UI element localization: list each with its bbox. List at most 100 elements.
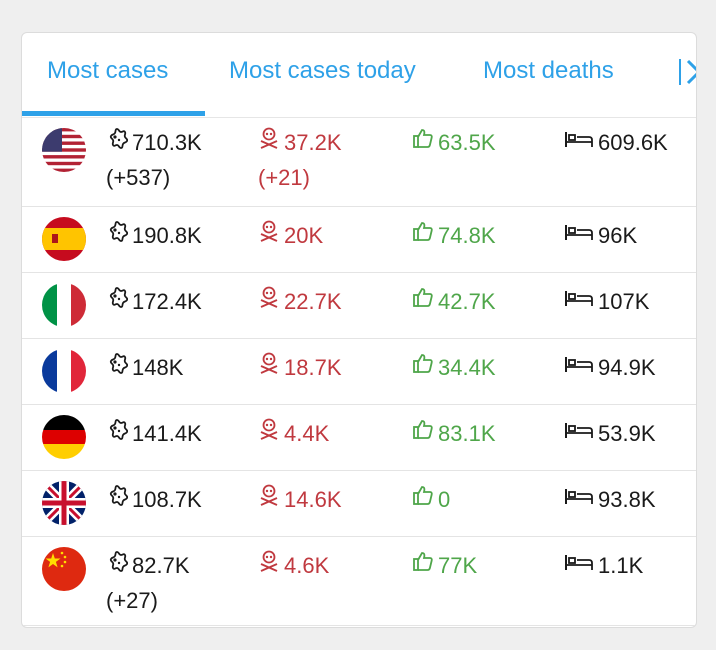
virus-icon xyxy=(106,284,129,318)
tab-most-cases-today[interactable]: Most cases today xyxy=(229,57,416,84)
active-cell: 93.8K xyxy=(564,483,656,518)
bed-icon xyxy=(564,350,594,384)
active-cell: 609.6K xyxy=(564,126,668,161)
recovered-value: 0 xyxy=(438,487,451,512)
thumbs-up-icon xyxy=(412,284,434,318)
deaths-value: 4.6K xyxy=(284,553,330,578)
deaths-value: 18.7K xyxy=(284,355,342,380)
recovered-value: 83.1K xyxy=(438,421,496,446)
recovered-value: 34.4K xyxy=(438,355,496,380)
uk-flag-icon xyxy=(42,481,86,525)
us-flag-icon xyxy=(42,128,86,172)
thumbs-up-icon xyxy=(412,416,434,450)
cases-value: 82.7K xyxy=(132,553,190,578)
active-value: 1.1K xyxy=(598,553,644,578)
bed-icon xyxy=(564,284,594,318)
bed-icon xyxy=(564,548,594,582)
cases-cell: 148K xyxy=(106,351,183,386)
thumbs-up-icon xyxy=(412,482,434,516)
recovered-cell: 42.7K xyxy=(412,285,496,320)
active-value: 96K xyxy=(598,223,638,248)
cases-cell: 190.8K xyxy=(106,219,202,254)
skull-crossbones-icon xyxy=(258,482,280,516)
active-value: 53.9K xyxy=(598,421,656,446)
cases-value: 190.8K xyxy=(132,223,202,248)
deaths-cell: 20K xyxy=(258,219,323,254)
table-row[interactable]: 82.7K (+27) 4.6K 77K 1.1K xyxy=(22,537,696,626)
cases-value: 148K xyxy=(132,355,184,380)
table-row[interactable]: 190.8K 20K 74.8K 96K xyxy=(22,207,696,273)
recovered-cell: 77K xyxy=(412,549,477,584)
table-row[interactable]: 141.4K 4.4K 83.1K 53.9K xyxy=(22,405,696,471)
germany-flag-icon xyxy=(42,415,86,459)
chevron-right-icon[interactable] xyxy=(676,55,696,89)
italy-flag-icon xyxy=(42,283,86,327)
cases-cell: 82.7K (+27) xyxy=(106,549,190,618)
china-flag-icon xyxy=(42,547,86,591)
recovered-value: 42.7K xyxy=(438,289,496,314)
virus-icon xyxy=(106,548,129,582)
active-cell: 94.9K xyxy=(564,351,656,386)
deaths-value: 37.2K xyxy=(284,130,342,155)
active-tab-indicator xyxy=(22,111,205,116)
skull-crossbones-icon xyxy=(258,416,280,450)
skull-crossbones-icon xyxy=(258,350,280,384)
active-value: 609.6K xyxy=(598,130,668,155)
cases-value: 141.4K xyxy=(132,421,202,446)
skull-crossbones-icon xyxy=(258,125,280,159)
recovered-value: 63.5K xyxy=(438,130,496,155)
recovered-cell: 0 xyxy=(412,483,450,518)
table-row[interactable]: 172.4K 22.7K 42.7K 107K xyxy=(22,273,696,339)
recovered-value: 74.8K xyxy=(438,223,496,248)
cases-value: 172.4K xyxy=(132,289,202,314)
stats-card: Most cases Most cases today Most deaths … xyxy=(21,32,697,628)
cases-cell: 710.3K (+537) xyxy=(106,126,202,195)
france-flag-icon xyxy=(42,349,86,393)
recovered-cell: 34.4K xyxy=(412,351,496,386)
virus-icon xyxy=(106,416,129,450)
recovered-cell: 63.5K xyxy=(412,126,496,161)
deaths-cell: 22.7K xyxy=(258,285,342,320)
recovered-cell: 83.1K xyxy=(412,417,496,452)
virus-icon xyxy=(106,482,129,516)
bed-icon xyxy=(564,218,594,252)
deaths-cell: 4.4K xyxy=(258,417,329,452)
cases-today-value: (+27) xyxy=(106,588,158,614)
active-value: 94.9K xyxy=(598,355,656,380)
virus-icon xyxy=(106,125,129,159)
tab-bar: Most cases Most cases today Most deaths xyxy=(22,33,696,118)
tab-most-cases[interactable]: Most cases xyxy=(47,57,169,84)
deaths-cell: 18.7K xyxy=(258,351,342,386)
cases-cell: 108.7K xyxy=(106,483,202,518)
active-value: 93.8K xyxy=(598,487,656,512)
thumbs-up-icon xyxy=(412,125,434,159)
virus-icon xyxy=(106,218,129,252)
deaths-cell: 37.2K (+21) xyxy=(258,126,342,195)
cases-value: 710.3K xyxy=(132,130,202,155)
spain-flag-icon xyxy=(42,217,86,261)
active-cell: 107K xyxy=(564,285,649,320)
active-cell: 96K xyxy=(564,219,637,254)
deaths-cell: 14.6K xyxy=(258,483,342,518)
thumbs-up-icon xyxy=(412,350,434,384)
deaths-value: 22.7K xyxy=(284,289,342,314)
deaths-cell: 4.6K xyxy=(258,549,329,584)
table-row[interactable]: 710.3K (+537) 37.2K (+21) 63.5K 609.6K xyxy=(22,118,696,207)
table-row[interactable]: 108.7K 14.6K 0 93.8K xyxy=(22,471,696,537)
deaths-today-value: (+21) xyxy=(258,165,310,191)
thumbs-up-icon xyxy=(412,218,434,252)
cases-cell: 141.4K xyxy=(106,417,202,452)
recovered-value: 77K xyxy=(438,553,478,578)
skull-crossbones-icon xyxy=(258,284,280,318)
skull-crossbones-icon xyxy=(258,548,280,582)
deaths-value: 4.4K xyxy=(284,421,330,446)
skull-crossbones-icon xyxy=(258,218,280,252)
cases-value: 108.7K xyxy=(132,487,202,512)
table-row[interactable]: 148K 18.7K 34.4K 94.9K xyxy=(22,339,696,405)
deaths-value: 20K xyxy=(284,223,324,248)
bed-icon xyxy=(564,482,594,516)
bed-icon xyxy=(564,416,594,450)
virus-icon xyxy=(106,350,129,384)
active-value: 107K xyxy=(598,289,650,314)
tab-most-deaths[interactable]: Most deaths xyxy=(483,57,614,84)
